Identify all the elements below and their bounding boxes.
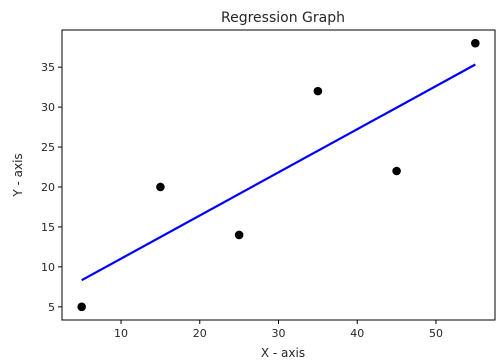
data-point bbox=[392, 166, 401, 176]
y-tick-label: 25 bbox=[41, 141, 55, 154]
regression-line bbox=[81, 63, 476, 282]
y-tick-label: 20 bbox=[41, 181, 55, 194]
data-point bbox=[471, 38, 480, 48]
y-tick-label: 30 bbox=[41, 101, 55, 114]
data-point bbox=[77, 302, 86, 312]
y-tick-label: 5 bbox=[48, 301, 55, 314]
x-tick-label: 40 bbox=[350, 327, 364, 340]
x-tick-label: 50 bbox=[429, 327, 443, 340]
x-axis-title: X - axis bbox=[261, 346, 305, 360]
y-tick-label: 10 bbox=[41, 261, 55, 274]
data-point bbox=[156, 182, 165, 192]
tick-layer: 10 20 30 40 50 5 10 15 20 25 30 35 bbox=[41, 61, 443, 340]
y-tick-label: 15 bbox=[41, 221, 55, 234]
x-tick-label: 10 bbox=[114, 327, 128, 340]
y-axis-title: Y - axis bbox=[11, 153, 25, 197]
x-tick-label: 20 bbox=[193, 327, 207, 340]
data-point bbox=[234, 230, 244, 240]
chart-title: Regression Graph bbox=[221, 10, 345, 26]
x-tick-label: 30 bbox=[272, 327, 286, 340]
y-tick-label: 35 bbox=[41, 61, 55, 74]
plot-layer bbox=[77, 38, 480, 312]
data-point bbox=[313, 86, 323, 96]
plot-frame bbox=[61, 29, 496, 321]
